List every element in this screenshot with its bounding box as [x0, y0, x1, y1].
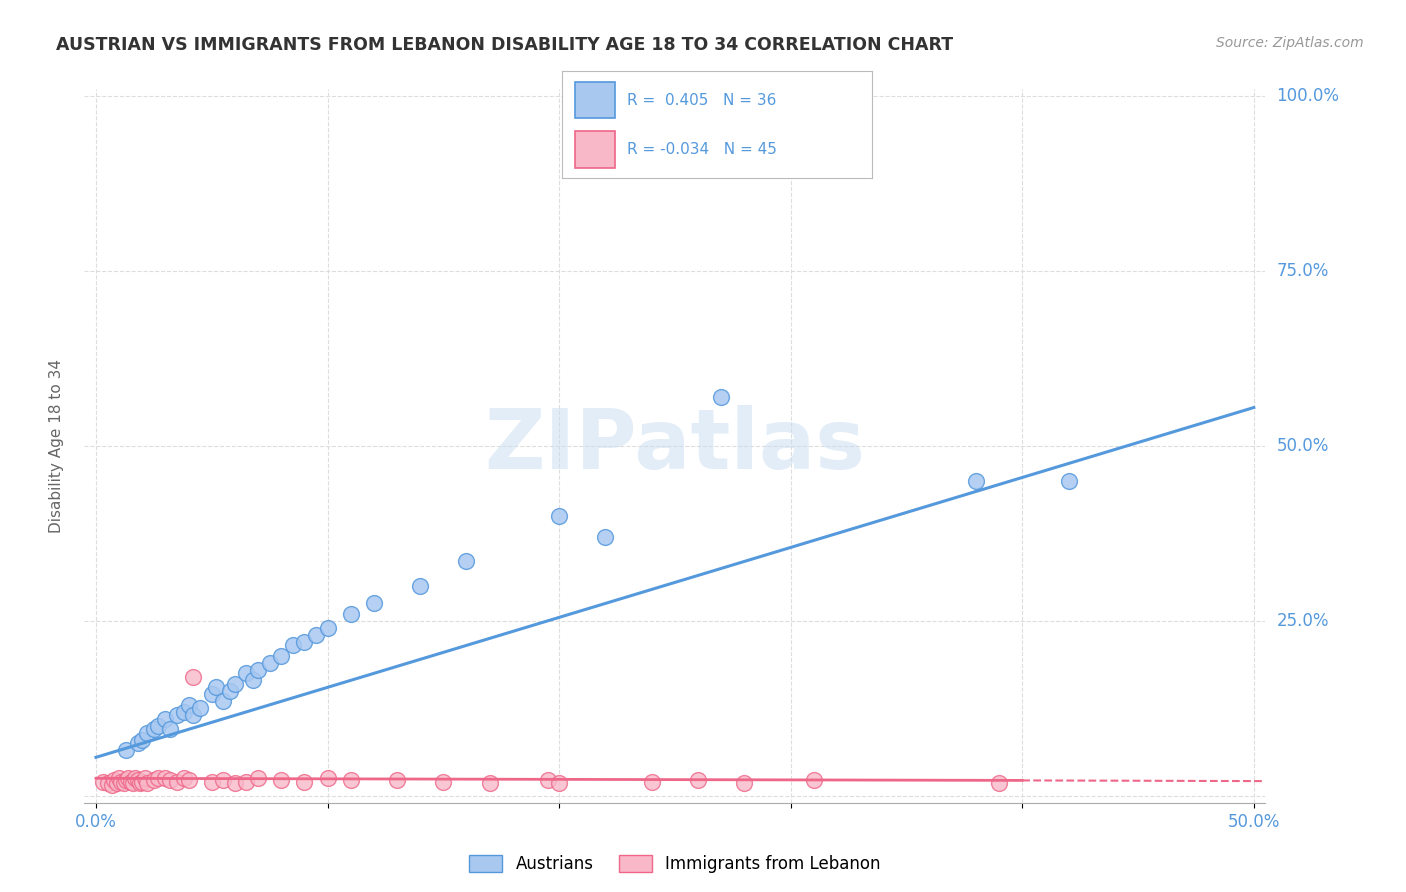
Point — [1057, 474, 1080, 488]
Point — [131, 732, 153, 747]
Y-axis label: Disability Age 18 to 34: Disability Age 18 to 34 — [49, 359, 63, 533]
Point — [247, 772, 270, 786]
Point — [733, 776, 755, 790]
Point — [224, 776, 246, 790]
Legend: Austrians, Immigrants from Lebanon: Austrians, Immigrants from Lebanon — [463, 848, 887, 880]
Point — [456, 554, 478, 568]
Point — [166, 708, 188, 723]
Point — [131, 774, 153, 789]
Point — [242, 673, 264, 688]
Point — [181, 670, 204, 684]
Point — [536, 773, 558, 788]
Point — [339, 773, 361, 788]
Point — [127, 736, 149, 750]
Point — [235, 666, 257, 681]
Text: 50.0%: 50.0% — [1277, 437, 1329, 455]
Point — [339, 607, 361, 621]
FancyBboxPatch shape — [575, 82, 614, 119]
Point — [212, 773, 235, 788]
Point — [385, 773, 408, 788]
Point — [803, 773, 825, 788]
Point — [110, 774, 132, 789]
FancyBboxPatch shape — [575, 131, 614, 168]
Point — [135, 776, 157, 790]
Text: ZIPatlas: ZIPatlas — [485, 406, 865, 486]
Point — [177, 698, 200, 712]
Point — [432, 774, 454, 789]
Point — [316, 621, 339, 635]
Point — [117, 772, 139, 786]
Point — [710, 390, 733, 404]
Point — [155, 772, 177, 786]
Point — [247, 663, 270, 677]
Text: 75.0%: 75.0% — [1277, 262, 1329, 280]
Point — [101, 778, 124, 792]
Point — [173, 772, 195, 786]
Point — [181, 708, 204, 723]
Point — [988, 776, 1011, 790]
Point — [965, 474, 987, 488]
Point — [201, 687, 224, 701]
Point — [127, 773, 149, 788]
Text: Source: ZipAtlas.com: Source: ZipAtlas.com — [1216, 36, 1364, 50]
Point — [292, 635, 315, 649]
Point — [108, 772, 131, 786]
Point — [142, 773, 165, 788]
Point — [120, 774, 142, 789]
Point — [112, 776, 135, 790]
Point — [148, 772, 170, 786]
Point — [305, 628, 328, 642]
Point — [91, 774, 114, 789]
Point — [134, 772, 156, 786]
Point — [177, 773, 200, 788]
Point — [219, 684, 242, 698]
Point — [224, 677, 246, 691]
Point — [115, 743, 138, 757]
Point — [292, 774, 315, 789]
Point — [212, 694, 235, 708]
Point — [270, 648, 292, 663]
Text: R = -0.034   N = 45: R = -0.034 N = 45 — [627, 142, 778, 157]
Point — [124, 772, 146, 786]
Point — [205, 681, 228, 695]
Text: 25.0%: 25.0% — [1277, 612, 1329, 630]
Text: AUSTRIAN VS IMMIGRANTS FROM LEBANON DISABILITY AGE 18 TO 34 CORRELATION CHART: AUSTRIAN VS IMMIGRANTS FROM LEBANON DISA… — [56, 36, 953, 54]
Point — [105, 776, 128, 790]
Point — [122, 776, 145, 790]
Text: R =  0.405   N = 36: R = 0.405 N = 36 — [627, 93, 776, 108]
Point — [316, 772, 339, 786]
Point — [173, 705, 195, 719]
Point — [363, 596, 385, 610]
Point — [129, 776, 152, 790]
Point — [270, 773, 292, 788]
Point — [115, 773, 138, 788]
Point — [409, 579, 432, 593]
Point — [155, 712, 177, 726]
Point — [595, 530, 617, 544]
Point — [96, 776, 118, 790]
Point — [548, 776, 571, 790]
Point — [103, 773, 125, 788]
Point — [478, 776, 501, 790]
Point — [548, 508, 571, 523]
Point — [135, 726, 157, 740]
Point — [281, 639, 304, 653]
Point — [159, 773, 181, 788]
Point — [259, 656, 281, 670]
Point — [142, 723, 165, 737]
Point — [686, 773, 709, 788]
Point — [159, 723, 181, 737]
Point — [188, 701, 211, 715]
Point — [148, 719, 170, 733]
Point — [166, 774, 188, 789]
Point — [641, 774, 664, 789]
Point — [235, 774, 257, 789]
Point — [201, 774, 224, 789]
Text: 100.0%: 100.0% — [1277, 87, 1340, 105]
